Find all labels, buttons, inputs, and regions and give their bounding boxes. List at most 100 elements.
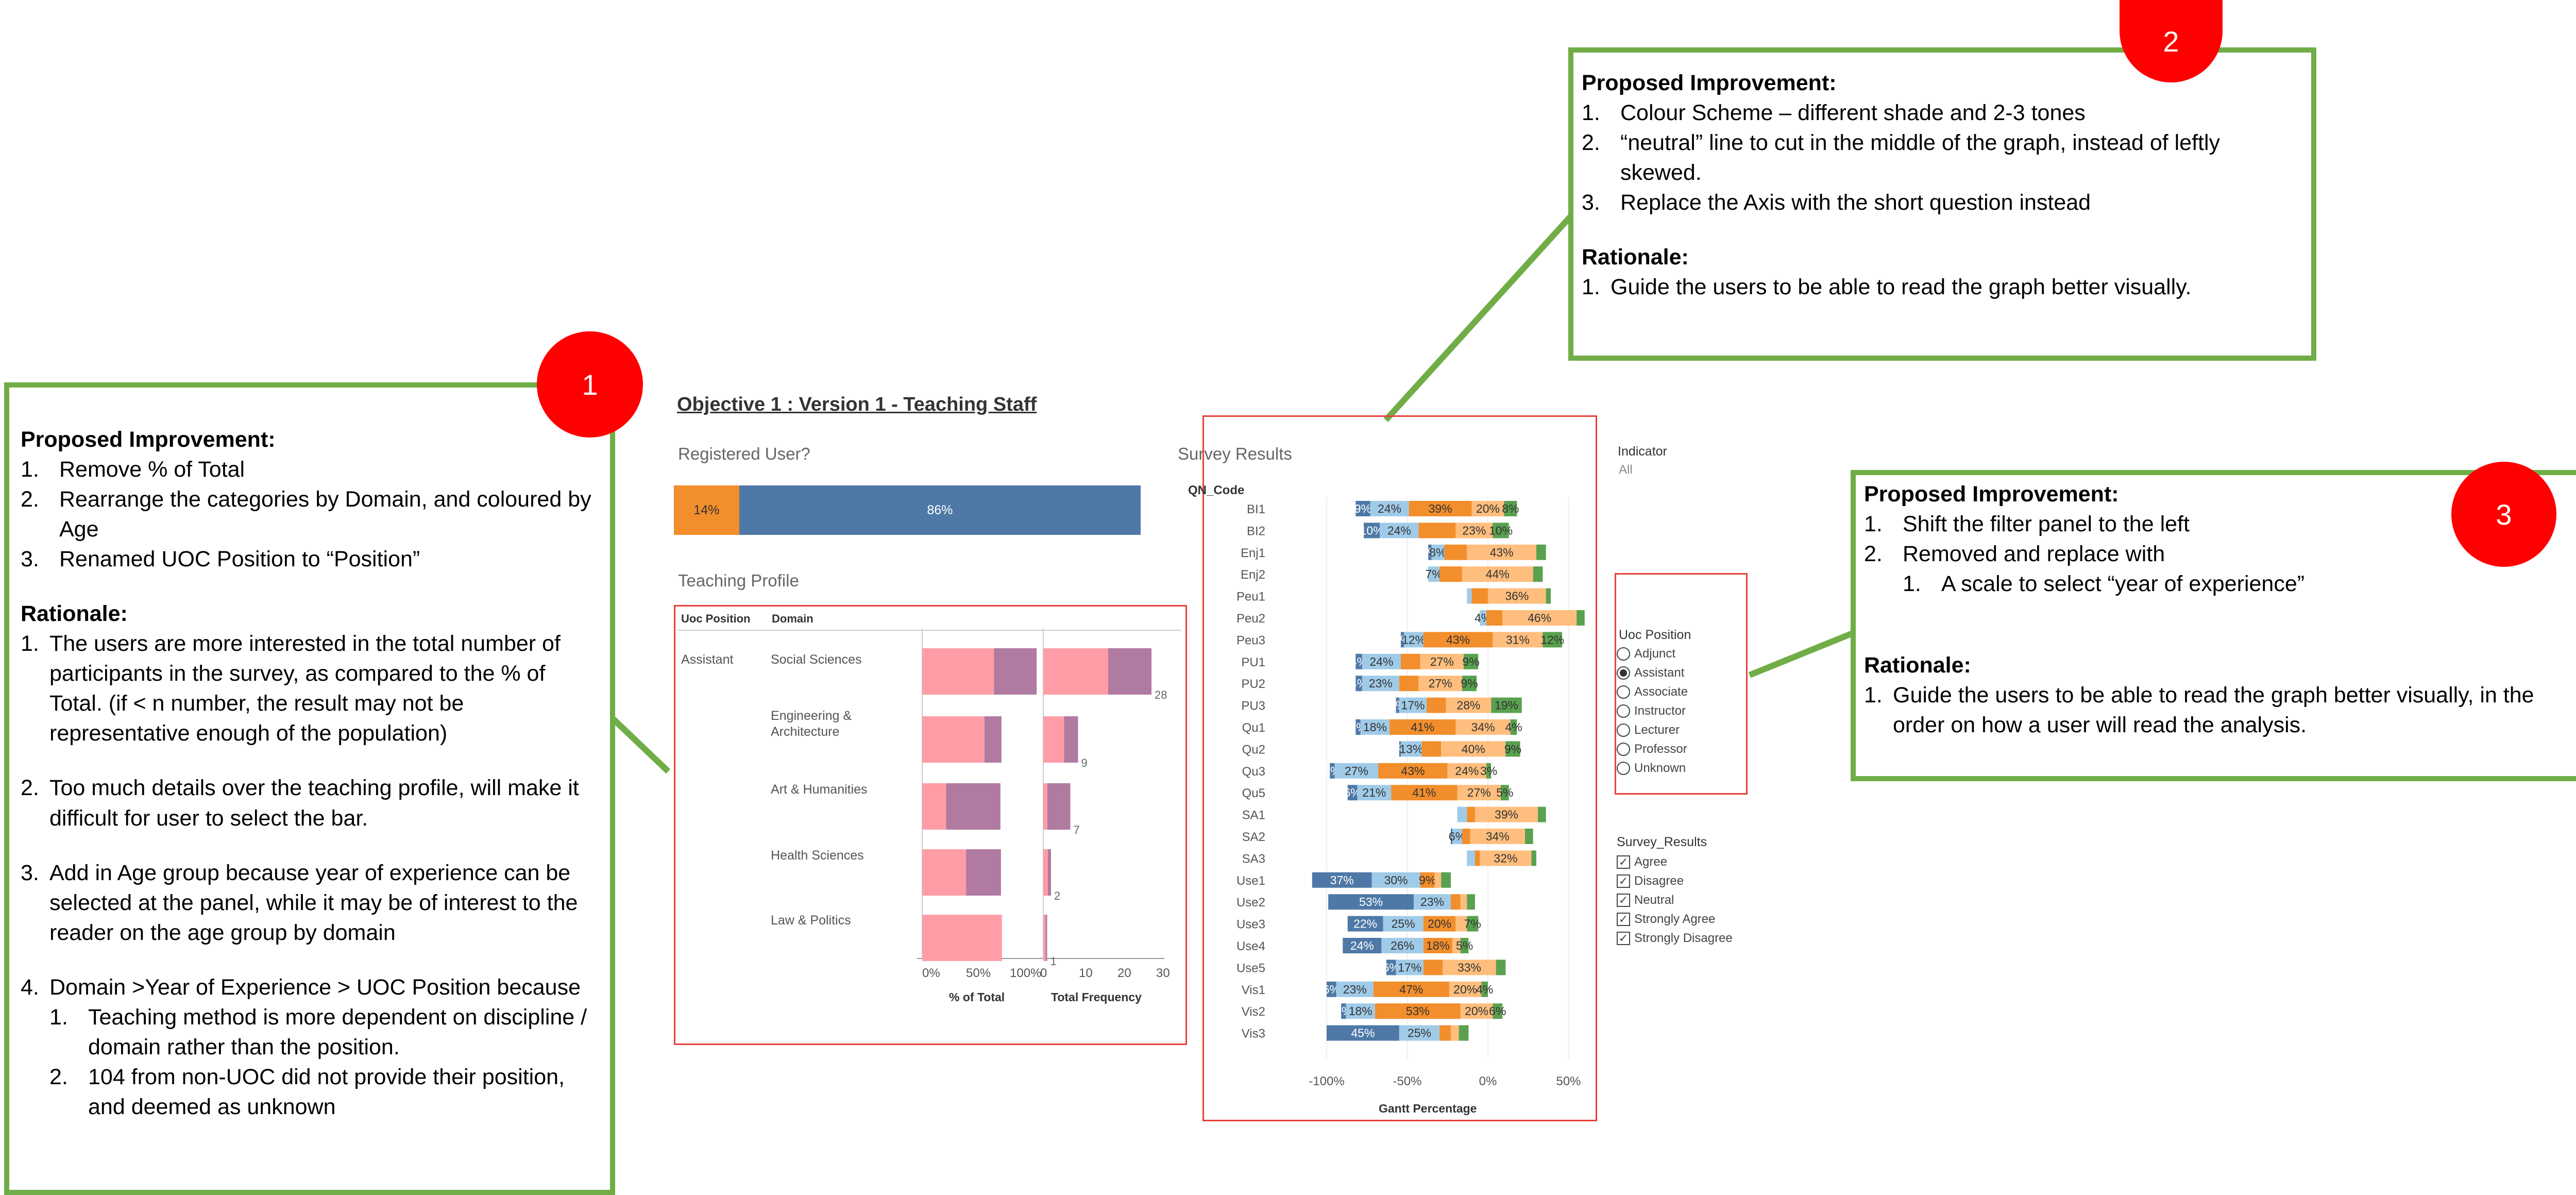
gantt-segment: [1467, 916, 1479, 932]
registered-no-segment[interactable]: 14%: [674, 485, 739, 535]
gantt-segment: [1355, 653, 1362, 669]
gantt-segment: [1524, 829, 1533, 844]
checkbox-icon[interactable]: ✓: [1617, 855, 1630, 869]
gantt-segment: [1481, 981, 1488, 997]
segment-label: 43%: [1401, 764, 1425, 778]
improvement-list: 1. Shift the filter panel to the left 2. R…: [1864, 509, 2576, 569]
segment-label: 23%: [1462, 524, 1486, 537]
qn-code-header: QN_Code: [1188, 483, 1245, 497]
survey-result-option[interactable]: ✓ Agree: [1617, 852, 1733, 871]
gantt-segment: [1363, 523, 1380, 538]
checkbox-icon[interactable]: ✓: [1617, 931, 1630, 945]
frequency-label: 9: [1081, 756, 1088, 769]
checkbox-icon[interactable]: ✓: [1617, 893, 1630, 907]
survey-result-option[interactable]: ✓ Disagree: [1617, 871, 1733, 890]
qn-code-label: Vis2: [1242, 1005, 1265, 1019]
rationale-list: 1. The users are more interested in the t…: [21, 629, 598, 1002]
gantt-segment: [1467, 894, 1475, 910]
qn-code-label: Peu3: [1236, 633, 1265, 647]
checkbox-icon[interactable]: ✓: [1617, 912, 1630, 926]
gantt-segment: [1347, 916, 1383, 932]
domain-label: Social Sciences: [771, 652, 862, 667]
survey-result-option[interactable]: ✓ Strongly Agree: [1617, 910, 1733, 929]
gantt-segment: [1505, 741, 1520, 757]
segment-label: 23%: [1369, 677, 1393, 690]
position-option[interactable]: Instructor: [1617, 701, 1688, 720]
gantt-segment: [1457, 806, 1467, 822]
qn-code-label: SA2: [1242, 830, 1265, 844]
survey-result-option[interactable]: ✓ Neutral: [1617, 890, 1733, 910]
gantt-segment: [1531, 850, 1536, 866]
gantt-segment: [1536, 544, 1546, 560]
qn-code-label: Qu3: [1242, 765, 1265, 779]
segment-label: 37%: [1330, 873, 1354, 887]
gantt-segment: [1423, 938, 1453, 953]
segment-label: 9%: [1463, 655, 1480, 668]
position-option[interactable]: Adjunct: [1617, 644, 1688, 663]
gantt-segment: [1357, 785, 1392, 801]
segment-label: 22%: [1353, 917, 1377, 931]
freq-bar-pink: [1043, 849, 1048, 896]
gantt-segment: [1362, 653, 1401, 669]
qn-code-label: Use1: [1236, 874, 1265, 888]
gantt-segment: [1577, 610, 1585, 626]
qn-code-label: PU1: [1241, 655, 1265, 669]
gantt-segment: [1449, 981, 1482, 997]
list-item: 3. Replace the Axis with the short questi…: [1582, 190, 2091, 215]
segment-label: 4%: [1476, 983, 1493, 996]
radio-icon[interactable]: [1617, 685, 1630, 699]
survey-result-option[interactable]: ✓ Strongly Disagree: [1617, 929, 1733, 948]
gantt-segment: [1341, 1003, 1346, 1019]
gantt-segment: [1493, 632, 1543, 648]
gantt-segment: [1455, 916, 1467, 932]
position-option-label: Professor: [1634, 742, 1687, 756]
qn-code-label: BI2: [1247, 524, 1265, 538]
checkbox-icon[interactable]: ✓: [1617, 874, 1630, 888]
pct-bar-purple: [994, 648, 1037, 695]
segment-label: 23%: [1420, 895, 1444, 908]
segment-label: 46%: [1528, 611, 1551, 625]
radio-icon[interactable]: [1617, 704, 1630, 718]
position-option-label: Unknown: [1634, 761, 1686, 775]
segment-label: 53%: [1359, 895, 1383, 908]
gantt-segment: [1399, 697, 1427, 713]
pct-tick-label: 50%: [966, 966, 991, 980]
position-option[interactable]: Associate: [1617, 682, 1688, 701]
list-item: 2. “neutral” line to cut in the middle of…: [1582, 130, 2221, 186]
segment-label: 27%: [1429, 677, 1452, 690]
position-option[interactable]: Professor: [1617, 739, 1688, 759]
segment-label: 25%: [1392, 917, 1415, 931]
segment-label: 9%: [1354, 502, 1371, 515]
position-option[interactable]: Unknown: [1617, 759, 1688, 778]
segment-label: 3%: [1480, 764, 1497, 778]
radio-icon[interactable]: [1617, 742, 1630, 756]
segment-label: 26%: [1391, 939, 1414, 952]
gantt-segment: [1370, 501, 1409, 516]
indicator-filter-value[interactable]: All: [1619, 463, 1633, 477]
segment-label: 47%: [1399, 983, 1423, 996]
segment-label: 17%: [1398, 961, 1421, 974]
gantt-segment: [1475, 850, 1480, 866]
radio-icon[interactable]: [1617, 723, 1630, 737]
position-option-label: Lecturer: [1634, 722, 1680, 737]
position-option[interactable]: Assistant: [1617, 663, 1688, 682]
segment-label: 4%: [1505, 720, 1522, 734]
number-badge-2: 2: [2120, 0, 2223, 82]
radio-icon[interactable]: [1617, 647, 1630, 661]
registered-user-bar[interactable]: 14% 86%: [674, 485, 1141, 535]
segment-label: 45%: [1351, 1026, 1375, 1040]
radio-icon[interactable]: [1617, 666, 1630, 680]
gantt-segment: [1451, 829, 1453, 844]
gantt-segment: [1399, 1025, 1440, 1041]
registered-yes-segment[interactable]: 86%: [739, 485, 1141, 535]
pct-bar-pink: [922, 716, 985, 763]
position-filter-label: Uoc Position: [1619, 628, 1691, 642]
segment-label: 31%: [1506, 633, 1530, 646]
pct-bar-purple: [946, 783, 1001, 830]
position-option[interactable]: Lecturer: [1617, 720, 1688, 739]
gantt-segment: [1502, 610, 1577, 626]
qn-code-label: Vis3: [1242, 1027, 1265, 1041]
gantt-segment: [1467, 850, 1475, 866]
radio-icon[interactable]: [1617, 761, 1630, 775]
segment-label: 19%: [1495, 699, 1518, 712]
